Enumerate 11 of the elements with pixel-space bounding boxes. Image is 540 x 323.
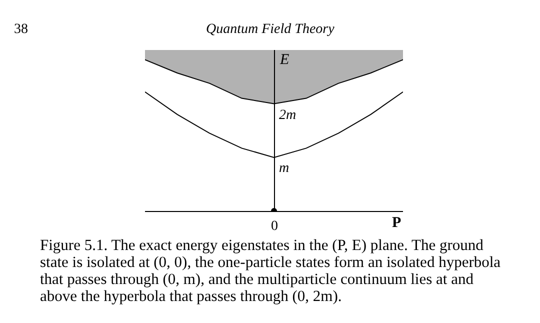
annotation: 2m xyxy=(279,108,296,123)
caption: Figure 5.1. The exact energy eigenstates in the (P, E) plane. The ground xyxy=(40,237,484,254)
text: state is isolated at (0, 0), the one-particle states form an isolated hyperbola xyxy=(40,254,501,271)
y-axis-title: E xyxy=(279,52,290,68)
annotation: 0 xyxy=(271,219,278,234)
x-axis-title: P xyxy=(392,215,402,231)
text: Quantum Field Theory xyxy=(206,22,336,37)
text: that passes through (0, m), and the multiparticle continuum lies at and xyxy=(40,271,474,288)
annotation: m xyxy=(279,161,290,176)
text: above the hyperbola that passes through (0, 2m). xyxy=(40,288,342,305)
text: 38 xyxy=(14,22,28,37)
